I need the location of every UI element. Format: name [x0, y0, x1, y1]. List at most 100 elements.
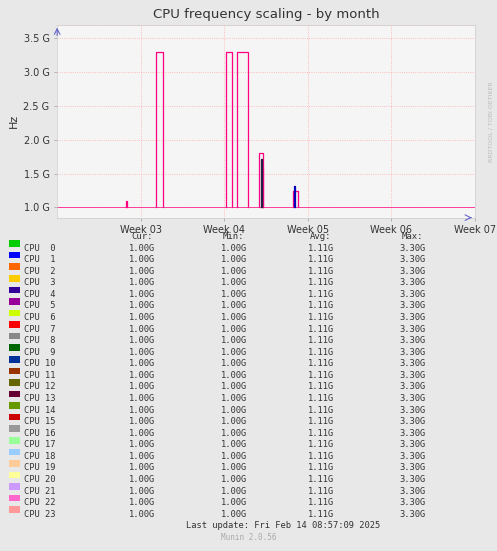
- Text: 1.11G: 1.11G: [308, 417, 333, 426]
- Text: 3.30G: 3.30G: [400, 463, 425, 472]
- Text: 1.00G: 1.00G: [129, 325, 155, 333]
- Text: 3.30G: 3.30G: [400, 267, 425, 276]
- Text: 3.30G: 3.30G: [400, 498, 425, 507]
- Text: 1.11G: 1.11G: [308, 290, 333, 299]
- Text: CPU 15: CPU 15: [24, 417, 55, 426]
- Text: 3.30G: 3.30G: [400, 325, 425, 333]
- Text: CPU 19: CPU 19: [24, 463, 55, 472]
- Text: 1.11G: 1.11G: [308, 498, 333, 507]
- Text: 1.00G: 1.00G: [221, 440, 247, 449]
- Text: 1.00G: 1.00G: [129, 429, 155, 437]
- Text: CPU  0: CPU 0: [24, 244, 55, 252]
- Text: 1.00G: 1.00G: [221, 267, 247, 276]
- Text: 3.30G: 3.30G: [400, 278, 425, 287]
- Text: 3.30G: 3.30G: [400, 487, 425, 495]
- Text: 1.00G: 1.00G: [129, 290, 155, 299]
- Text: CPU  9: CPU 9: [24, 348, 55, 356]
- Text: CPU 11: CPU 11: [24, 371, 55, 380]
- Text: 1.00G: 1.00G: [221, 278, 247, 287]
- Text: 3.30G: 3.30G: [400, 406, 425, 414]
- Text: CPU 12: CPU 12: [24, 382, 55, 391]
- Text: 1.11G: 1.11G: [308, 244, 333, 252]
- Text: 1.00G: 1.00G: [221, 394, 247, 403]
- Text: 1.11G: 1.11G: [308, 336, 333, 345]
- Text: 1.00G: 1.00G: [129, 313, 155, 322]
- Text: 1.00G: 1.00G: [221, 475, 247, 484]
- Text: 1.00G: 1.00G: [221, 301, 247, 310]
- Text: 1.11G: 1.11G: [308, 406, 333, 414]
- Text: 1.00G: 1.00G: [221, 336, 247, 345]
- Text: 1.11G: 1.11G: [308, 348, 333, 356]
- Text: 1.00G: 1.00G: [221, 452, 247, 461]
- Text: 1.11G: 1.11G: [308, 452, 333, 461]
- Text: 1.00G: 1.00G: [221, 244, 247, 252]
- Text: 1.00G: 1.00G: [129, 255, 155, 264]
- Text: 1.00G: 1.00G: [129, 301, 155, 310]
- Text: 1.00G: 1.00G: [221, 382, 247, 391]
- Text: 1.00G: 1.00G: [221, 510, 247, 518]
- Text: 1.00G: 1.00G: [221, 325, 247, 333]
- Text: 1.11G: 1.11G: [308, 255, 333, 264]
- Text: 3.30G: 3.30G: [400, 417, 425, 426]
- Text: CPU  3: CPU 3: [24, 278, 55, 287]
- Text: Munin 2.0.56: Munin 2.0.56: [221, 533, 276, 542]
- Text: 3.30G: 3.30G: [400, 394, 425, 403]
- Text: CPU 13: CPU 13: [24, 394, 55, 403]
- Text: Last update: Fri Feb 14 08:57:09 2025: Last update: Fri Feb 14 08:57:09 2025: [186, 521, 380, 530]
- Text: 1.00G: 1.00G: [129, 244, 155, 252]
- Text: 3.30G: 3.30G: [400, 290, 425, 299]
- Text: 1.11G: 1.11G: [308, 510, 333, 518]
- Text: 3.30G: 3.30G: [400, 255, 425, 264]
- Text: RRDTOOL / TOBI OETIKER: RRDTOOL / TOBI OETIKER: [489, 81, 494, 161]
- Text: 1.00G: 1.00G: [129, 463, 155, 472]
- Text: CPU  8: CPU 8: [24, 336, 55, 345]
- Text: 1.00G: 1.00G: [129, 498, 155, 507]
- Text: 3.30G: 3.30G: [400, 313, 425, 322]
- Text: 1.00G: 1.00G: [129, 348, 155, 356]
- Text: 1.11G: 1.11G: [308, 487, 333, 495]
- Text: 1.00G: 1.00G: [129, 371, 155, 380]
- Text: 1.00G: 1.00G: [221, 313, 247, 322]
- Text: 3.30G: 3.30G: [400, 510, 425, 518]
- Text: CPU 10: CPU 10: [24, 359, 55, 368]
- Text: 1.00G: 1.00G: [221, 417, 247, 426]
- Text: 1.00G: 1.00G: [221, 406, 247, 414]
- Text: 1.00G: 1.00G: [129, 336, 155, 345]
- Text: 1.11G: 1.11G: [308, 359, 333, 368]
- Text: 1.11G: 1.11G: [308, 440, 333, 449]
- Text: 1.11G: 1.11G: [308, 278, 333, 287]
- Text: 3.30G: 3.30G: [400, 336, 425, 345]
- Text: 1.11G: 1.11G: [308, 371, 333, 380]
- Text: 1.00G: 1.00G: [221, 487, 247, 495]
- Text: 1.00G: 1.00G: [129, 406, 155, 414]
- Text: CPU 16: CPU 16: [24, 429, 55, 437]
- Text: 1.11G: 1.11G: [308, 313, 333, 322]
- Text: 1.00G: 1.00G: [129, 487, 155, 495]
- Text: 3.30G: 3.30G: [400, 475, 425, 484]
- Text: 1.00G: 1.00G: [129, 382, 155, 391]
- Text: Min:: Min:: [223, 232, 245, 241]
- Text: 1.00G: 1.00G: [221, 348, 247, 356]
- Text: 1.00G: 1.00G: [129, 440, 155, 449]
- Text: 1.00G: 1.00G: [221, 255, 247, 264]
- Text: 3.30G: 3.30G: [400, 348, 425, 356]
- Text: 1.11G: 1.11G: [308, 463, 333, 472]
- Text: 1.11G: 1.11G: [308, 301, 333, 310]
- Text: 1.00G: 1.00G: [221, 290, 247, 299]
- Text: Cur:: Cur:: [131, 232, 153, 241]
- Text: 3.30G: 3.30G: [400, 382, 425, 391]
- Text: Max:: Max:: [402, 232, 423, 241]
- Text: CPU  5: CPU 5: [24, 301, 55, 310]
- Text: CPU 21: CPU 21: [24, 487, 55, 495]
- Text: CPU  1: CPU 1: [24, 255, 55, 264]
- Text: 1.11G: 1.11G: [308, 325, 333, 333]
- Text: 1.00G: 1.00G: [221, 371, 247, 380]
- Text: 1.11G: 1.11G: [308, 429, 333, 437]
- Text: 1.00G: 1.00G: [221, 429, 247, 437]
- Text: 3.30G: 3.30G: [400, 452, 425, 461]
- Text: 1.00G: 1.00G: [129, 278, 155, 287]
- Text: 1.00G: 1.00G: [221, 463, 247, 472]
- Text: CPU 14: CPU 14: [24, 406, 55, 414]
- Text: 1.00G: 1.00G: [129, 417, 155, 426]
- Text: CPU 22: CPU 22: [24, 498, 55, 507]
